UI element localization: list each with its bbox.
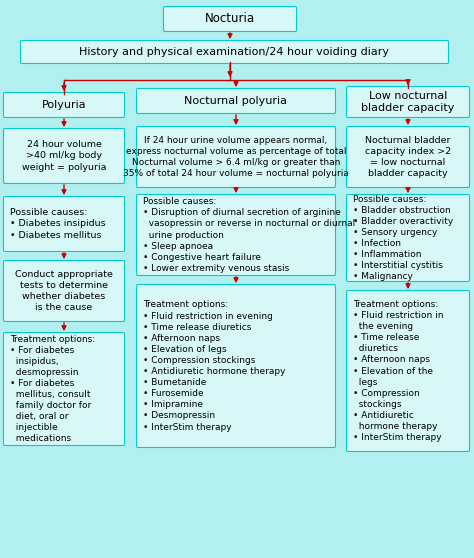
Text: Nocturnal polyuria: Nocturnal polyuria [184,96,288,106]
FancyBboxPatch shape [137,195,336,276]
FancyBboxPatch shape [3,333,125,445]
FancyBboxPatch shape [137,285,336,448]
FancyBboxPatch shape [3,93,125,118]
Text: Low nocturnal
bladder capacity: Low nocturnal bladder capacity [361,91,455,113]
Text: History and physical examination/24 hour voiding diary: History and physical examination/24 hour… [80,47,390,57]
Text: Polyuria: Polyuria [42,100,86,110]
Text: Conduct appropriate
tests to determine
whether diabetes
is the cause: Conduct appropriate tests to determine w… [15,270,113,312]
Text: 24 hour volume
>40 ml/kg body
weight = polyuria: 24 hour volume >40 ml/kg body weight = p… [22,141,106,172]
Text: Possible causes:
• Bladder obstruction
• Bladder overactivity
• Sensory urgency
: Possible causes: • Bladder obstruction •… [353,195,453,281]
FancyBboxPatch shape [3,261,125,321]
FancyBboxPatch shape [346,195,470,281]
Text: Nocturnal bladder
capacity index >2
= low nocturnal
bladder capacity: Nocturnal bladder capacity index >2 = lo… [365,136,451,178]
FancyBboxPatch shape [346,291,470,451]
Text: Treatment options:
• Fluid restriction in evening
• Time release diuretics
• Aft: Treatment options: • Fluid restriction i… [143,300,285,431]
FancyBboxPatch shape [346,127,470,187]
FancyBboxPatch shape [3,196,125,252]
FancyBboxPatch shape [20,41,448,64]
Text: Nocturia: Nocturia [205,12,255,26]
FancyBboxPatch shape [3,128,125,184]
FancyBboxPatch shape [164,7,297,31]
FancyBboxPatch shape [137,89,336,113]
FancyBboxPatch shape [346,86,470,118]
Text: Treatment options:
• For diabetes
  insipidus,
  desmopressin
• For diabetes
  m: Treatment options: • For diabetes insipi… [10,335,95,444]
Text: Possible causes:
• Diabetes insipidus
• Diabetes mellitus: Possible causes: • Diabetes insipidus • … [10,208,106,239]
FancyBboxPatch shape [137,127,336,187]
Text: Possible causes:
• Disruption of diurnal secretion of arginine
  vasopressin or : Possible causes: • Disruption of diurnal… [143,197,355,273]
Text: If 24 hour urine volume appears normal,
express nocturnal volume as percentage o: If 24 hour urine volume appears normal, … [123,136,349,178]
Text: Treatment options:
• Fluid restriction in
  the evening
• Time release
  diureti: Treatment options: • Fluid restriction i… [353,300,444,442]
